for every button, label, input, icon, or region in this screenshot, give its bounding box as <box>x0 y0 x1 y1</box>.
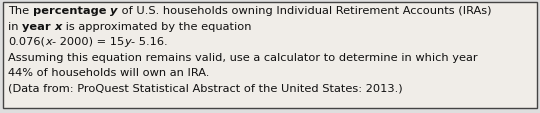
Text: - 5.16.: - 5.16. <box>131 37 167 47</box>
Text: Assuming this equation remains valid, use a calculator to determine in which yea: Assuming this equation remains valid, us… <box>8 52 477 62</box>
Text: (Data from: ProQuest Statistical Abstract of the United States: 2013.): (Data from: ProQuest Statistical Abstrac… <box>8 83 403 93</box>
Text: y: y <box>110 6 118 16</box>
Text: year: year <box>22 21 55 31</box>
Text: x: x <box>55 21 62 31</box>
Text: percentage: percentage <box>33 6 110 16</box>
Text: 44% of households will own an IRA.: 44% of households will own an IRA. <box>8 67 210 77</box>
Text: 0.076(: 0.076( <box>8 37 45 47</box>
Text: is approximated by the equation: is approximated by the equation <box>62 21 252 31</box>
FancyBboxPatch shape <box>3 3 537 108</box>
Text: y: y <box>124 37 131 47</box>
Text: in: in <box>8 21 22 31</box>
Text: The: The <box>8 6 33 16</box>
Text: x: x <box>45 37 52 47</box>
Text: of U.S. households owning Individual Retirement Accounts (IRAs): of U.S. households owning Individual Ret… <box>118 6 491 16</box>
Text: - 2000) = 15: - 2000) = 15 <box>52 37 124 47</box>
